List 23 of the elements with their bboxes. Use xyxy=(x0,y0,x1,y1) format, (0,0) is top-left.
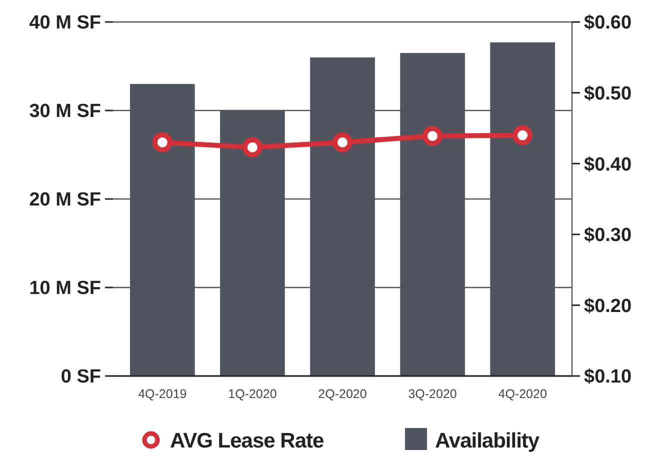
x-tick-label: 3Q-2020 xyxy=(408,387,457,401)
y2-tick-label: $0.50 xyxy=(584,83,632,104)
x-tick-label: 4Q-2020 xyxy=(498,387,547,401)
point xyxy=(152,132,172,152)
y2-tick-label: $0.30 xyxy=(584,225,632,246)
y2-tick-label: $0.40 xyxy=(584,154,632,176)
x-tick-label: 1Q-2020 xyxy=(228,387,277,401)
y2-tick-label: $0.10 xyxy=(584,366,632,388)
y2-tick-label: $0.20 xyxy=(584,296,632,317)
y-tick-label: 30 M SF xyxy=(29,101,101,122)
legend-label: Availability xyxy=(435,429,540,452)
point xyxy=(242,137,262,158)
y-tick-label: 20 M SF xyxy=(29,190,101,211)
y-tick-label: 0 SF xyxy=(60,366,101,388)
y-tick-label: 10 M SF xyxy=(29,278,101,300)
legend-label: AVG Lease Rate xyxy=(170,429,324,452)
point xyxy=(332,132,352,152)
x-tick-label: 4Q-2019 xyxy=(138,387,187,401)
point xyxy=(422,126,443,146)
x-tick-label: 2Q-2020 xyxy=(318,387,367,401)
y-tick-label: 40 M SF xyxy=(29,12,101,34)
y2-tick-label: $0.60 xyxy=(584,12,632,34)
point xyxy=(512,125,533,146)
